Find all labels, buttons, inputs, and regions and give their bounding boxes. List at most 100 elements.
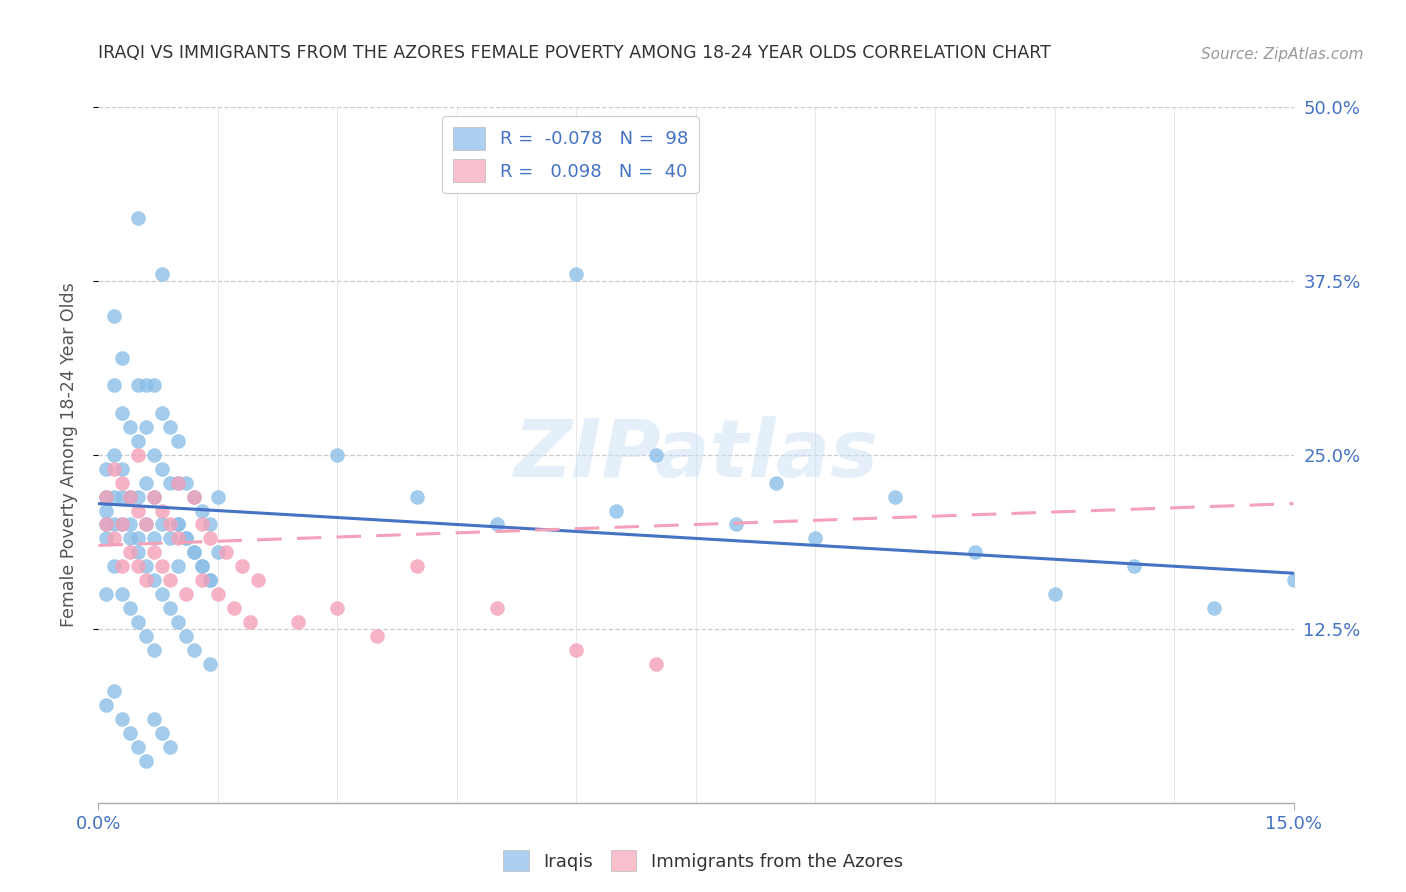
Point: [287, 615, 309, 629]
Point: [326, 601, 349, 615]
Point: [120, 601, 142, 615]
Point: [159, 420, 181, 434]
Point: [103, 532, 125, 546]
Point: [167, 434, 190, 448]
Point: [111, 406, 134, 420]
Point: [207, 587, 229, 601]
Point: [191, 573, 214, 587]
Point: [159, 740, 181, 755]
Point: [406, 559, 429, 574]
Point: [120, 726, 142, 740]
Text: Source: ZipAtlas.com: Source: ZipAtlas.com: [1201, 47, 1364, 62]
Point: [207, 545, 229, 559]
Point: [103, 490, 125, 504]
Point: [198, 517, 221, 532]
Point: [167, 559, 190, 574]
Point: [143, 378, 166, 392]
Point: [135, 420, 157, 434]
Point: [150, 406, 173, 420]
Point: [724, 517, 747, 532]
Point: [150, 267, 173, 281]
Point: [191, 559, 214, 574]
Point: [127, 378, 149, 392]
Point: [884, 490, 907, 504]
Point: [135, 559, 157, 574]
Point: [143, 448, 166, 462]
Point: [143, 490, 166, 504]
Point: [103, 684, 125, 698]
Point: [96, 517, 118, 532]
Point: [183, 545, 205, 559]
Point: [645, 448, 668, 462]
Point: [127, 211, 149, 226]
Point: [765, 475, 787, 490]
Point: [485, 601, 508, 615]
Point: [143, 545, 166, 559]
Point: [96, 698, 118, 713]
Point: [174, 532, 197, 546]
Point: [135, 378, 157, 392]
Point: [127, 490, 149, 504]
Point: [167, 517, 190, 532]
Point: [150, 462, 173, 476]
Point: [111, 517, 134, 532]
Point: [96, 503, 118, 517]
Point: [111, 712, 134, 726]
Point: [120, 420, 142, 434]
Point: [222, 601, 245, 615]
Point: [485, 517, 508, 532]
Point: [963, 545, 986, 559]
Point: [120, 490, 142, 504]
Point: [159, 532, 181, 546]
Point: [207, 490, 229, 504]
Point: [150, 503, 173, 517]
Point: [1123, 559, 1146, 574]
Point: [565, 267, 588, 281]
Point: [111, 587, 134, 601]
Point: [159, 601, 181, 615]
Point: [111, 490, 134, 504]
Point: [605, 503, 627, 517]
Point: [326, 448, 349, 462]
Point: [150, 517, 173, 532]
Point: [135, 517, 157, 532]
Point: [143, 712, 166, 726]
Point: [804, 532, 827, 546]
Point: [198, 573, 221, 587]
Point: [167, 532, 190, 546]
Point: [143, 490, 166, 504]
Point: [111, 462, 134, 476]
Point: [120, 532, 142, 546]
Point: [127, 434, 149, 448]
Point: [103, 517, 125, 532]
Point: [96, 490, 118, 504]
Point: [96, 532, 118, 546]
Legend: Iraqis, Immigrants from the Azores: Iraqis, Immigrants from the Azores: [496, 843, 910, 879]
Point: [191, 503, 214, 517]
Point: [150, 587, 173, 601]
Y-axis label: Female Poverty Among 18-24 Year Olds: Female Poverty Among 18-24 Year Olds: [59, 283, 77, 627]
Point: [191, 517, 214, 532]
Point: [239, 615, 262, 629]
Point: [406, 490, 429, 504]
Point: [111, 559, 134, 574]
Text: ZIPatlas: ZIPatlas: [513, 416, 879, 494]
Point: [127, 740, 149, 755]
Point: [167, 615, 190, 629]
Point: [143, 642, 166, 657]
Point: [366, 629, 388, 643]
Point: [127, 615, 149, 629]
Point: [191, 559, 214, 574]
Point: [183, 490, 205, 504]
Point: [1202, 601, 1225, 615]
Point: [127, 448, 149, 462]
Point: [150, 559, 173, 574]
Point: [120, 545, 142, 559]
Point: [120, 517, 142, 532]
Point: [135, 629, 157, 643]
Point: [111, 351, 134, 365]
Point: [103, 448, 125, 462]
Point: [159, 475, 181, 490]
Point: [103, 559, 125, 574]
Point: [174, 532, 197, 546]
